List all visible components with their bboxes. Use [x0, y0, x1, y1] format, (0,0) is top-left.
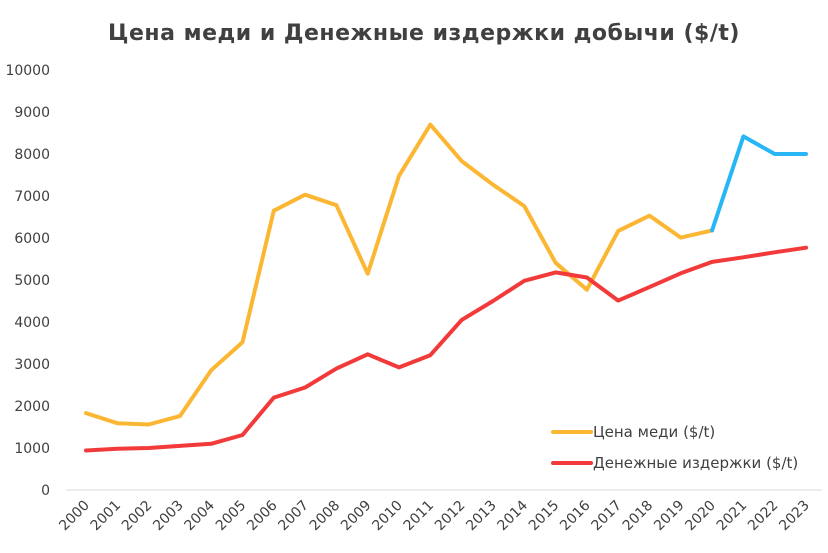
- x-tick-label: 2018: [620, 498, 657, 535]
- x-tick-label: 2011: [401, 498, 438, 535]
- y-tick-label: 2000: [14, 399, 50, 415]
- x-tick-label: 2007: [275, 498, 312, 535]
- legend-item-cash-costs: Денежные издержки ($/t): [551, 454, 798, 472]
- x-tick-label: 2023: [776, 498, 813, 535]
- x-tick-label: 2012: [432, 498, 469, 535]
- x-tick-label: 2009: [338, 498, 375, 535]
- y-axis: 0 1000 2000 3000 4000 5000 6000 7000 8000 9000 100…: [5, 63, 50, 499]
- x-tick-label: 2003: [150, 498, 187, 535]
- y-tick-label: 1000: [14, 441, 50, 457]
- x-axis: 2000200120022003200420052006200720082009…: [56, 497, 813, 534]
- chart-title: Цена меди и Денежные издержки добычи ($/…: [108, 21, 740, 46]
- y-tick-label: 8000: [14, 147, 50, 163]
- y-tick-label: 6000: [14, 231, 50, 247]
- x-tick-label: 2006: [244, 497, 281, 534]
- x-tick-label: 2005: [213, 498, 250, 535]
- x-tick-label: 2002: [119, 498, 156, 535]
- legend-label-copper-price: Цена меди ($/t): [593, 423, 715, 441]
- series-layer: [84, 122, 808, 453]
- x-tick-label: 2001: [88, 498, 125, 535]
- y-tick-label: 0: [41, 483, 50, 499]
- x-tick-label: 2019: [651, 498, 688, 535]
- y-tick-label: 5000: [14, 273, 50, 289]
- x-tick-label: 2021: [714, 498, 751, 535]
- legend-item-copper-price: Цена меди ($/t): [551, 423, 715, 441]
- x-tick-label: 2004: [182, 497, 219, 534]
- legend-label-cash-costs: Денежные издержки ($/t): [593, 454, 798, 472]
- x-tick-label: 2008: [307, 498, 344, 535]
- x-tick-label: 2017: [588, 498, 625, 535]
- series-line-copper-price: [84, 122, 715, 427]
- y-tick-label: 7000: [14, 189, 50, 205]
- x-tick-label: 2022: [745, 498, 782, 535]
- y-tick-label: 3000: [14, 357, 50, 373]
- series-line-copper-price-forecast: [710, 134, 808, 233]
- y-tick-label: 10000: [5, 63, 50, 79]
- x-tick-label: 2016: [557, 497, 594, 534]
- legend: Цена меди ($/t) Денежные издержки ($/t): [551, 423, 798, 472]
- x-tick-label: 2020: [682, 498, 719, 535]
- x-tick-label: 2014: [495, 497, 532, 534]
- y-tick-label: 9000: [14, 105, 50, 121]
- x-tick-label: 2013: [463, 498, 500, 535]
- x-tick-label: 2000: [56, 498, 93, 535]
- x-tick-label: 2015: [526, 498, 563, 535]
- x-tick-label: 2010: [369, 498, 406, 535]
- series-line-cash-costs: [84, 245, 808, 453]
- y-tick-label: 4000: [14, 315, 50, 331]
